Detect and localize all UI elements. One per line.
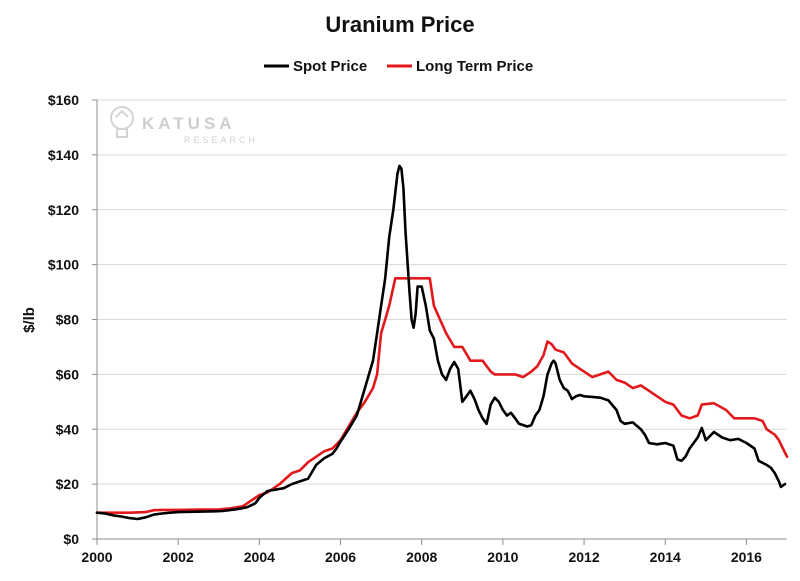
- axes: [92, 99, 787, 545]
- y-tick-label: $40: [56, 421, 80, 437]
- tick-labels: $0 $20 $40 $60 $80 $100 $120 $140 $160 2000 2002 20…: [48, 92, 762, 565]
- y-tick-label: $140: [48, 147, 79, 163]
- x-tick-label: 2006: [325, 549, 356, 565]
- y-tick-label: $160: [48, 92, 79, 108]
- y-tick-label: $120: [48, 202, 79, 218]
- legend-label-long-term-price: Long Term Price: [416, 58, 533, 75]
- long-term-price-line: [95, 277, 789, 514]
- y-tick-label: $100: [48, 257, 79, 273]
- series-lines: [95, 164, 789, 521]
- x-tick-label: 2004: [244, 549, 275, 565]
- legend-label-spot-price: Spot Price: [293, 58, 367, 75]
- grid: [97, 99, 787, 485]
- y-axis-title: $/lb: [21, 307, 38, 333]
- y-tick-label: $80: [56, 312, 80, 328]
- watermark-name: KATUSA: [142, 114, 236, 133]
- watermark-sub: RESEARCH: [184, 135, 258, 145]
- y-tick-label: $0: [63, 531, 79, 547]
- x-tick-label: 2008: [406, 549, 437, 565]
- x-tick-label: 2000: [81, 549, 112, 565]
- chart-title: Uranium Price: [325, 12, 474, 37]
- y-tick-label: $60: [56, 366, 80, 382]
- katusa-watermark: KATUSA RESEARCH: [110, 106, 258, 145]
- x-tick-label: 2016: [731, 549, 762, 565]
- x-tick-label: 2002: [163, 549, 194, 565]
- x-tick-label: 2010: [487, 549, 518, 565]
- spot-price-line: [95, 164, 787, 521]
- y-tick-label: $20: [56, 476, 80, 492]
- legend: Spot Price Long Term Price: [264, 58, 533, 75]
- x-tick-label: 2012: [568, 549, 599, 565]
- x-tick-label: 2014: [650, 549, 681, 565]
